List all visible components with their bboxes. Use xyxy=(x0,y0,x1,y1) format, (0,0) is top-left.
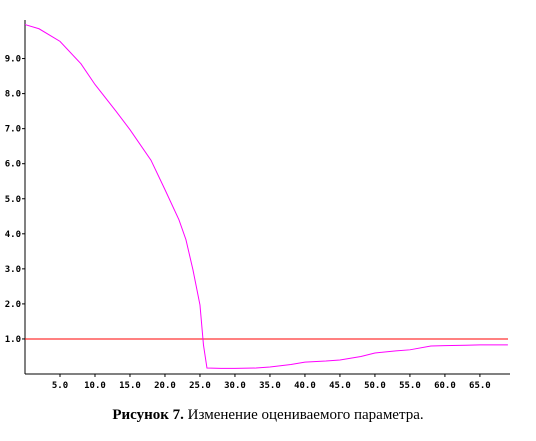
x-tick-label: 45.0 xyxy=(329,381,351,391)
y-tick-label: 6.0 xyxy=(5,160,21,170)
y-tick-label: 3.0 xyxy=(5,265,21,275)
x-tick-label: 25.0 xyxy=(189,381,211,391)
x-tick-label: 5.0 xyxy=(52,381,68,391)
x-tick-label: 40.0 xyxy=(294,381,316,391)
caption-text: Изменение оцениваемого параметра. xyxy=(188,407,424,423)
caption-label: Рисунок 7. xyxy=(112,407,184,423)
y-tick-label: 1.0 xyxy=(5,335,21,345)
y-tick-label: 4.0 xyxy=(5,230,21,240)
y-tick-label: 5.0 xyxy=(5,195,21,205)
y-tick-label: 7.0 xyxy=(5,125,21,135)
x-tick-label: 30.0 xyxy=(224,381,246,391)
x-tick-label: 65.0 xyxy=(469,381,491,391)
x-tick-label: 60.0 xyxy=(434,381,456,391)
x-tick-label: 35.0 xyxy=(259,381,281,391)
x-tick-label: 55.0 xyxy=(399,381,421,391)
y-tick-label: 8.0 xyxy=(5,90,21,100)
x-tick-label: 15.0 xyxy=(119,381,141,391)
x-tick-label: 50.0 xyxy=(364,381,386,391)
caption: Рисунок 7. Изменение оцениваемого параме… xyxy=(112,407,423,423)
data-line xyxy=(24,24,508,369)
x-tick-label: 10.0 xyxy=(84,381,106,391)
y-tick-label: 2.0 xyxy=(5,300,21,310)
y-tick-label: 9.0 xyxy=(5,55,21,65)
x-tick-label: 20.0 xyxy=(154,381,176,391)
